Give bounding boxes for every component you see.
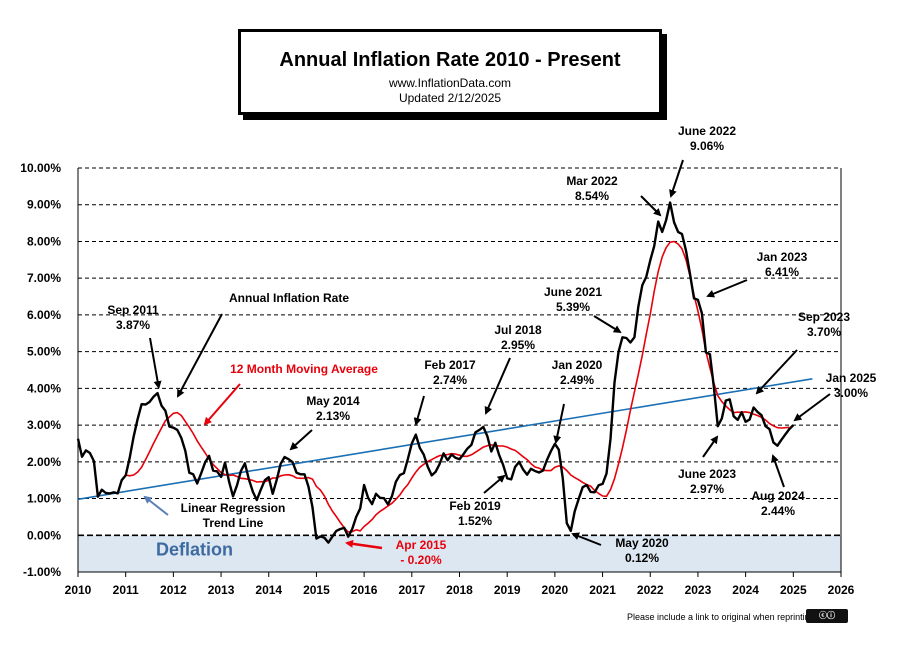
x-tick-label: 2022 [637,583,664,597]
annotation-sep2023-value: 3.70% [807,325,841,339]
annotation-feb2017-arrow [413,395,425,426]
x-tick-label: 2019 [494,583,521,597]
annotation-june2022-value: 9.06% [690,139,724,153]
reprint-credit: Please include a link to original when r… [627,612,815,622]
annotation-june2023-label: June 2023 [678,467,736,481]
x-tick-label: 2023 [685,583,712,597]
deflation-label: Deflation [156,539,233,559]
annual-inflation-line [76,201,795,544]
annotation-feb2017-value: 2.74% [433,373,467,387]
annotation-mar2022-label: Mar 2022 [566,174,618,188]
annotation-june2021-value: 5.39% [556,300,590,314]
annotation-aug2024-arrow [771,454,785,488]
annotation-jul2018-label: Jul 2018 [494,323,542,337]
annotation-may2014-value: 2.13% [316,409,350,423]
annotation-june2022-arrow [669,159,684,198]
x-tick-label: 2010 [65,583,92,597]
x-tick-label: 2014 [255,583,282,597]
y-tick-label: 5.00% [27,345,61,359]
annotation-may2020-value: 0.12% [625,551,659,565]
updated-label: Updated 2/12/2025 [398,91,502,105]
annotation-apr2015-label: Apr 2015 [396,538,447,552]
y-tick-label: 8.00% [27,234,61,248]
x-tick-label: 2016 [351,583,378,597]
annotation-jan2020-label: Jan 2020 [552,358,603,372]
title-box: Annual Inflation Rate 2010 - Present www… [238,29,662,115]
annotation-feb2019-arrow [483,474,506,494]
annotation-june2021-arrow [593,315,622,334]
annotation-jul2018-arrow [484,357,511,415]
annotation-jan2025-arrow [793,393,831,422]
deflation-region [78,535,841,572]
annotation-feb2017-label: Feb 2017 [424,358,476,372]
cc-license-icon[interactable]: ⓒⓘ [806,609,848,623]
annotation-jan2025-label: Jan 2025 [826,371,877,385]
annotation-sep2011-label: Sep 2011 [107,303,159,317]
annotation-jan2023-label: Jan 2023 [757,250,808,264]
annotation-may2014-label: May 2014 [306,394,360,408]
trend-line [77,378,813,501]
annotation-mar2022-arrow [640,195,662,217]
annotation-trend-arrow [143,495,169,516]
moving-average-line [125,240,790,533]
annotation-apr2015-arrow [345,539,383,550]
annotation-feb2019-value: 1.52% [458,514,492,528]
annotation-sep2011-arrow [149,337,162,390]
annotation-jan2020-arrow [553,403,565,444]
x-tick-label: 2013 [208,583,235,597]
y-tick-label: 1.00% [27,492,61,506]
annotation-sep2011-value: 3.87% [116,318,150,332]
annotation-mar2022-value: 8.54% [575,189,609,203]
annotation-jan2023-arrow [706,279,748,298]
x-tick-label: 2018 [446,583,473,597]
annotation-june2023-arrow [702,435,719,458]
y-tick-label: 7.00% [27,271,61,285]
annotation-jan2025-value: 3.00% [834,386,868,400]
annotation-trend-value: Trend Line [203,516,264,530]
annotation-aug2024-value: 2.44% [761,504,795,518]
x-tick-label: 2020 [542,583,569,597]
annotation-trend-label: Linear Regression [181,501,286,515]
x-tick-label: 2017 [398,583,425,597]
annotation-ma-label: 12 Month Moving Average [230,362,378,376]
annotation-ma-arrow [203,383,241,426]
annotation-june2022-label: June 2022 [678,124,736,138]
annotation-aug2024-label: Aug 2024 [751,489,805,503]
y-tick-label: 10.00% [20,161,61,175]
x-tick-label: 2011 [113,583,139,597]
annotation-annual_rate-arrow [177,313,223,398]
x-tick-label: 2021 [589,583,616,597]
annotation-feb2019-label: Feb 2019 [449,499,501,513]
annotation-june2021-label: June 2021 [544,285,602,299]
x-tick-label: 2015 [303,583,330,597]
x-tick-label: 2012 [160,583,187,597]
annotation-may2020-arrow [571,532,602,546]
x-tick-label: 2026 [828,583,855,597]
annotation-jul2018-value: 2.95% [501,338,535,352]
x-tick-label: 2024 [732,583,759,597]
annotation-june2023-value: 2.97% [690,482,724,496]
y-tick-label: 2.00% [27,455,61,469]
y-tick-label: 3.00% [27,418,61,432]
y-tick-label: -1.00% [23,565,61,579]
x-tick-label: 2025 [780,583,807,597]
y-tick-label: 4.00% [27,381,61,395]
annotation-annual_rate-label: Annual Inflation Rate [229,291,349,305]
y-tick-label: 9.00% [27,198,61,212]
website-label[interactable]: www.InflationData.com [388,76,512,90]
annotation-sep2023-arrow [755,349,798,395]
y-tick-label: 0.00% [27,528,61,542]
annotation-sep2023-label: Sep 2023 [798,310,850,324]
y-tick-label: 6.00% [27,308,61,322]
chart-title: Annual Inflation Rate 2010 - Present [279,49,621,71]
annotation-may2020-label: May 2020 [615,536,669,550]
annotation-jan2020-value: 2.49% [560,373,594,387]
annotation-apr2015-value: - 0.20% [400,553,442,567]
annotation-jan2023-value: 6.41% [765,265,799,279]
annotation-may2014-arrow [289,429,313,451]
